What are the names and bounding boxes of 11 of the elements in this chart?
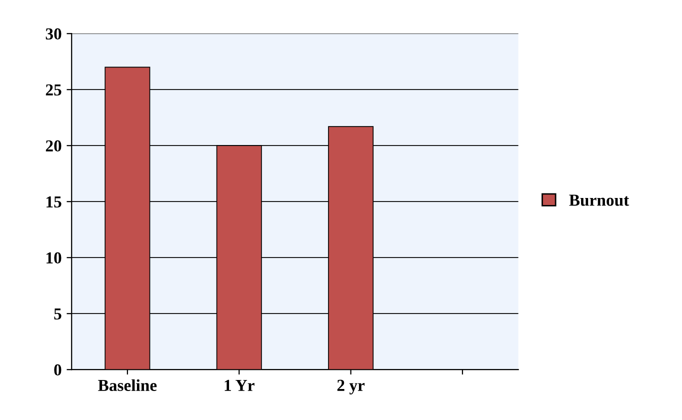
y-tick-label: 0 — [54, 364, 62, 376]
y-tick-label: 15 — [46, 196, 62, 208]
x-tick-label: 2 yr — [337, 380, 365, 394]
legend-label: Burnout — [569, 194, 630, 206]
y-tick-label: 20 — [46, 140, 62, 152]
x-tick-label: Baseline — [98, 379, 157, 392]
y-tick-label: 5 — [54, 308, 62, 320]
y-tick-label: 25 — [46, 84, 62, 96]
y-tick-label: 30 — [46, 28, 62, 40]
x-tick-label: 1 Yr — [224, 380, 254, 391]
y-tick-label: 10 — [46, 252, 62, 264]
